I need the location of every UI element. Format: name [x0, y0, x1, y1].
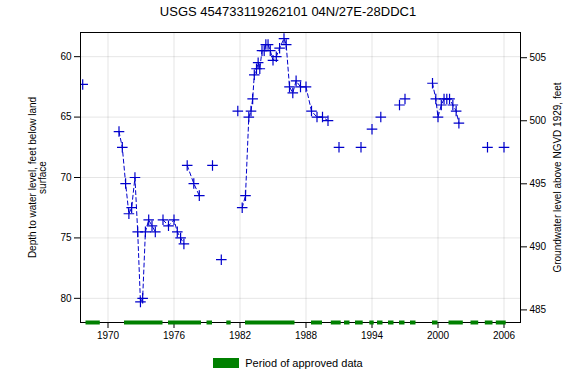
svg-text:1982: 1982 [229, 330, 252, 341]
svg-text:505: 505 [530, 52, 547, 63]
svg-text:65: 65 [60, 111, 72, 122]
svg-text:Depth to water level, feet bel: Depth to water level, feet below landsur… [27, 97, 48, 258]
svg-text:485: 485 [530, 304, 547, 315]
svg-text:80: 80 [60, 293, 72, 304]
svg-text:490: 490 [530, 241, 547, 252]
html-text:Period of approved data: Period of approved data [245, 357, 363, 369]
svg-text:495: 495 [530, 178, 547, 189]
svg-text:75: 75 [60, 232, 72, 243]
html-text:USGS 454733119262101 04N/27E-2: USGS 454733119262101 04N/27E-28DDC1 [159, 4, 417, 19]
svg-text:70: 70 [60, 172, 72, 183]
svg-text:500: 500 [530, 115, 547, 126]
svg-text:1994: 1994 [361, 330, 384, 341]
svg-text:Groundwater level above NGVD 1: Groundwater level above NGVD 1929, feet [552, 82, 563, 272]
svg-text:60: 60 [60, 51, 72, 62]
svg-text:1988: 1988 [295, 330, 318, 341]
svg-text:1976: 1976 [163, 330, 186, 341]
svg-text:2000: 2000 [427, 330, 450, 341]
svg-text:1970: 1970 [97, 330, 120, 341]
svg-text:2006: 2006 [493, 330, 516, 341]
